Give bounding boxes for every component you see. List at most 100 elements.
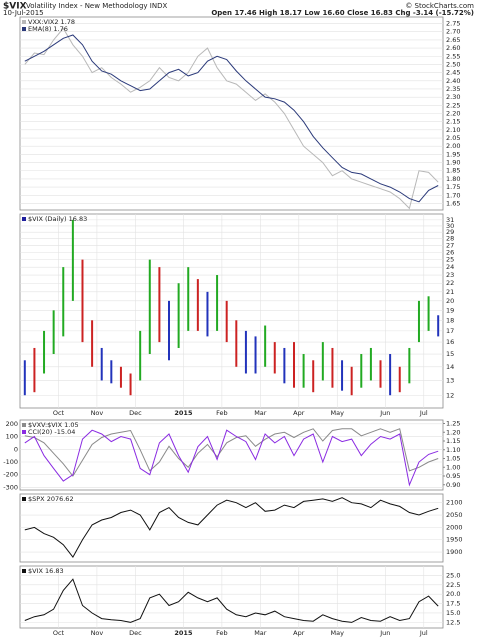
legend-swatch xyxy=(22,423,26,427)
x-tick-label: Nov xyxy=(91,629,104,637)
y-tick-label: 2.05 xyxy=(446,134,460,142)
y-tick-label: 24 xyxy=(446,263,454,271)
x-tick-label: 2015 xyxy=(174,629,193,637)
panel xyxy=(19,565,444,629)
y-tick-label: 2.25 xyxy=(446,101,460,109)
line-series xyxy=(24,497,439,559)
y-tick-label: 100 xyxy=(6,433,18,441)
y-tick-label: 1.75 xyxy=(446,183,460,191)
x-tick-label: Feb xyxy=(216,409,228,417)
y-tick-label: -300 xyxy=(3,483,18,491)
y-tick-label: 1.80 xyxy=(446,175,460,183)
y-tick-label: 21 xyxy=(446,288,454,296)
x-tick-label: Jul xyxy=(419,629,428,637)
line-series xyxy=(24,27,439,210)
y-tick-label: 27 xyxy=(446,241,454,249)
x-tick-label: Jun xyxy=(379,409,390,417)
legend-label: CCI(20) -15.04 xyxy=(28,428,75,436)
x-tick-label: Apr xyxy=(293,409,305,417)
legend-swatch xyxy=(22,217,26,221)
y-tick-label: 1.95 xyxy=(446,150,460,158)
x-tick-label: May xyxy=(331,629,345,637)
y-tick-label: 1.85 xyxy=(446,167,460,175)
y-tick-label: 22 xyxy=(446,279,454,287)
y-tick-label: 25 xyxy=(446,256,454,264)
y-tick-label: 2.10 xyxy=(446,126,460,134)
y-tick-label: -100 xyxy=(3,458,18,466)
y-tick-label: 2.45 xyxy=(446,69,460,77)
symbol: $VIX xyxy=(3,2,27,12)
panel xyxy=(19,213,444,409)
y-tick-label: 29 xyxy=(446,228,454,236)
legend-label: VXX:VIX2 1.78 xyxy=(28,18,75,26)
legend-label: $VXV:$VIX 1.05 xyxy=(28,421,79,429)
y-tick-label: 23 xyxy=(446,271,454,279)
y-tick-label: 12 xyxy=(446,391,454,399)
y-tick-label: 19 xyxy=(446,306,454,314)
y2-tick-label: 1.10 xyxy=(446,446,460,454)
y2-tick-label: 0.90 xyxy=(446,481,460,489)
y-tick-label: 2.00 xyxy=(446,142,460,150)
y-tick-label: 22.5 xyxy=(446,581,460,589)
y-tick-label: 1.65 xyxy=(446,199,460,207)
x-tick-label: Mar xyxy=(254,409,267,417)
x-tick-label: Jul xyxy=(419,409,428,417)
y-tick-label: 20 xyxy=(446,297,454,305)
y-tick-label: 1.90 xyxy=(446,159,460,167)
y-tick-label: 15.0 xyxy=(446,609,460,617)
y2-tick-label: 1.05 xyxy=(446,455,460,463)
y-tick-label: 1.70 xyxy=(446,191,460,199)
line-series xyxy=(24,34,439,203)
x-tick-label: Apr xyxy=(293,629,305,637)
y2-tick-label: 1.00 xyxy=(446,463,460,471)
y-tick-label: 2000 xyxy=(446,523,463,531)
y-tick-label: 2.70 xyxy=(446,28,460,36)
legend-label: $VIX (Daily) 16.83 xyxy=(28,215,87,223)
y-tick-label: -200 xyxy=(3,471,18,479)
line-series xyxy=(24,429,439,487)
x-tick-label: Dec xyxy=(129,409,142,417)
x-tick-label: Oct xyxy=(53,629,65,637)
y-tick-label: 2.50 xyxy=(446,60,460,68)
y-tick-label: 2.55 xyxy=(446,52,460,60)
y-tick-label: 12.5 xyxy=(446,618,460,626)
y-tick-label: 25.0 xyxy=(446,571,460,579)
security-name: Volatility Index - New Methodology INDX xyxy=(26,2,167,10)
x-tick-label: Jun xyxy=(379,629,390,637)
y-tick-label: 17 xyxy=(446,327,454,335)
y-tick-label: 0 xyxy=(14,445,18,453)
legend-swatch xyxy=(22,497,26,501)
y-tick-label: 2.75 xyxy=(446,20,460,28)
y2-tick-label: 1.25 xyxy=(446,420,460,428)
x-tick-label: Dec xyxy=(129,629,142,637)
x-tick-label: Oct xyxy=(53,409,65,417)
y-tick-label: 2.15 xyxy=(446,118,460,126)
y-tick-label: 1950 xyxy=(446,536,463,544)
y-tick-label: 2100 xyxy=(446,499,463,507)
quote: Open 17.46 High 18.17 Low 16.60 Close 16… xyxy=(211,9,474,17)
panel xyxy=(19,493,444,563)
legend-label: EMA(8) 1.76 xyxy=(28,25,68,33)
y-tick-label: 13 xyxy=(446,376,454,384)
credit: © StockCharts.com xyxy=(405,2,474,10)
y-tick-label: 2.20 xyxy=(446,110,460,118)
y-tick-label: 31 xyxy=(446,216,454,224)
y-tick-label: 200 xyxy=(6,420,18,428)
y2-tick-label: 1.20 xyxy=(446,428,460,436)
x-tick-label: Mar xyxy=(254,629,267,637)
y-tick-label: 2.60 xyxy=(446,44,460,52)
y-tick-label: 28 xyxy=(446,235,454,243)
x-tick-label: Feb xyxy=(216,629,228,637)
y-tick-label: 2.30 xyxy=(446,93,460,101)
x-tick-label: 2015 xyxy=(174,409,193,417)
y-tick-label: 14 xyxy=(446,363,454,371)
panel xyxy=(19,419,444,491)
y-tick-label: 15 xyxy=(446,350,454,358)
legend-label: $VIX 16.83 xyxy=(28,567,64,575)
y-tick-label: 16 xyxy=(446,338,454,346)
legend-swatch xyxy=(22,20,26,24)
y2-tick-label: 0.95 xyxy=(446,472,460,480)
y-tick-label: 26 xyxy=(446,248,454,256)
y-tick-label: 17.5 xyxy=(446,600,460,608)
x-tick-label: May xyxy=(331,409,345,417)
